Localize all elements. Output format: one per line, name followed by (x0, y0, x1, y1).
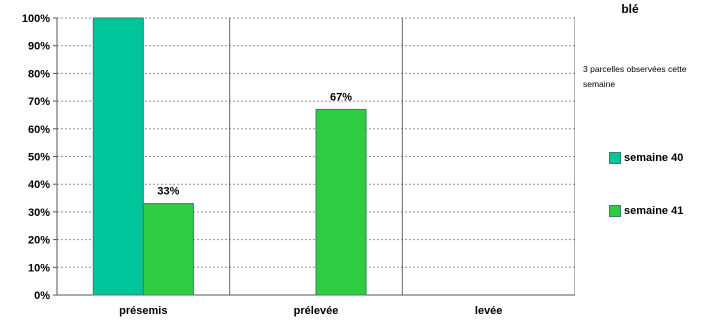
y-tick-label: 90% (28, 41, 50, 53)
data-label: 67% (330, 91, 352, 103)
y-tick-label: 80% (28, 68, 50, 80)
y-tick-label: 60% (28, 124, 50, 136)
bar-chart: 0% 10% 20% 30% 40% 50% 60% 70% 80% 90% 100% présemi… (22, 13, 575, 317)
y-tick-label: 10% (28, 262, 50, 274)
bar (92, 17, 144, 296)
chart-title: blé (621, 2, 639, 16)
y-tick-label: 40% (28, 179, 50, 191)
chart-subtitle: 3 parcelles observées cette semaine (583, 64, 687, 89)
legend-item-semaine-40: semaine 40 (609, 152, 683, 164)
x-category-label: présemis (119, 305, 167, 317)
legend-swatch-semaine-40 (609, 152, 621, 164)
legend-swatch-semaine-41 (609, 205, 621, 217)
bar (315, 108, 367, 296)
x-category-label: prélevée (294, 305, 339, 317)
y-tick-label: 70% (28, 96, 50, 108)
y-tick-label: 20% (28, 235, 50, 247)
y-tick-label: 0% (34, 290, 50, 302)
x-category-label: levée (475, 305, 503, 317)
legend-item-semaine-41: semaine 41 (609, 205, 683, 217)
y-tick-label: 30% (28, 207, 50, 219)
bar (142, 203, 194, 296)
legend-label-semaine-41: semaine 41 (624, 205, 684, 217)
y-tick-label: 100% (22, 13, 50, 25)
legend: semaine 40 (609, 152, 683, 164)
y-tick-label: 50% (28, 152, 50, 164)
legend-2: semaine 41 (609, 205, 683, 217)
data-label: 33% (157, 186, 179, 198)
legend-label-semaine-40: semaine 40 (624, 152, 684, 164)
